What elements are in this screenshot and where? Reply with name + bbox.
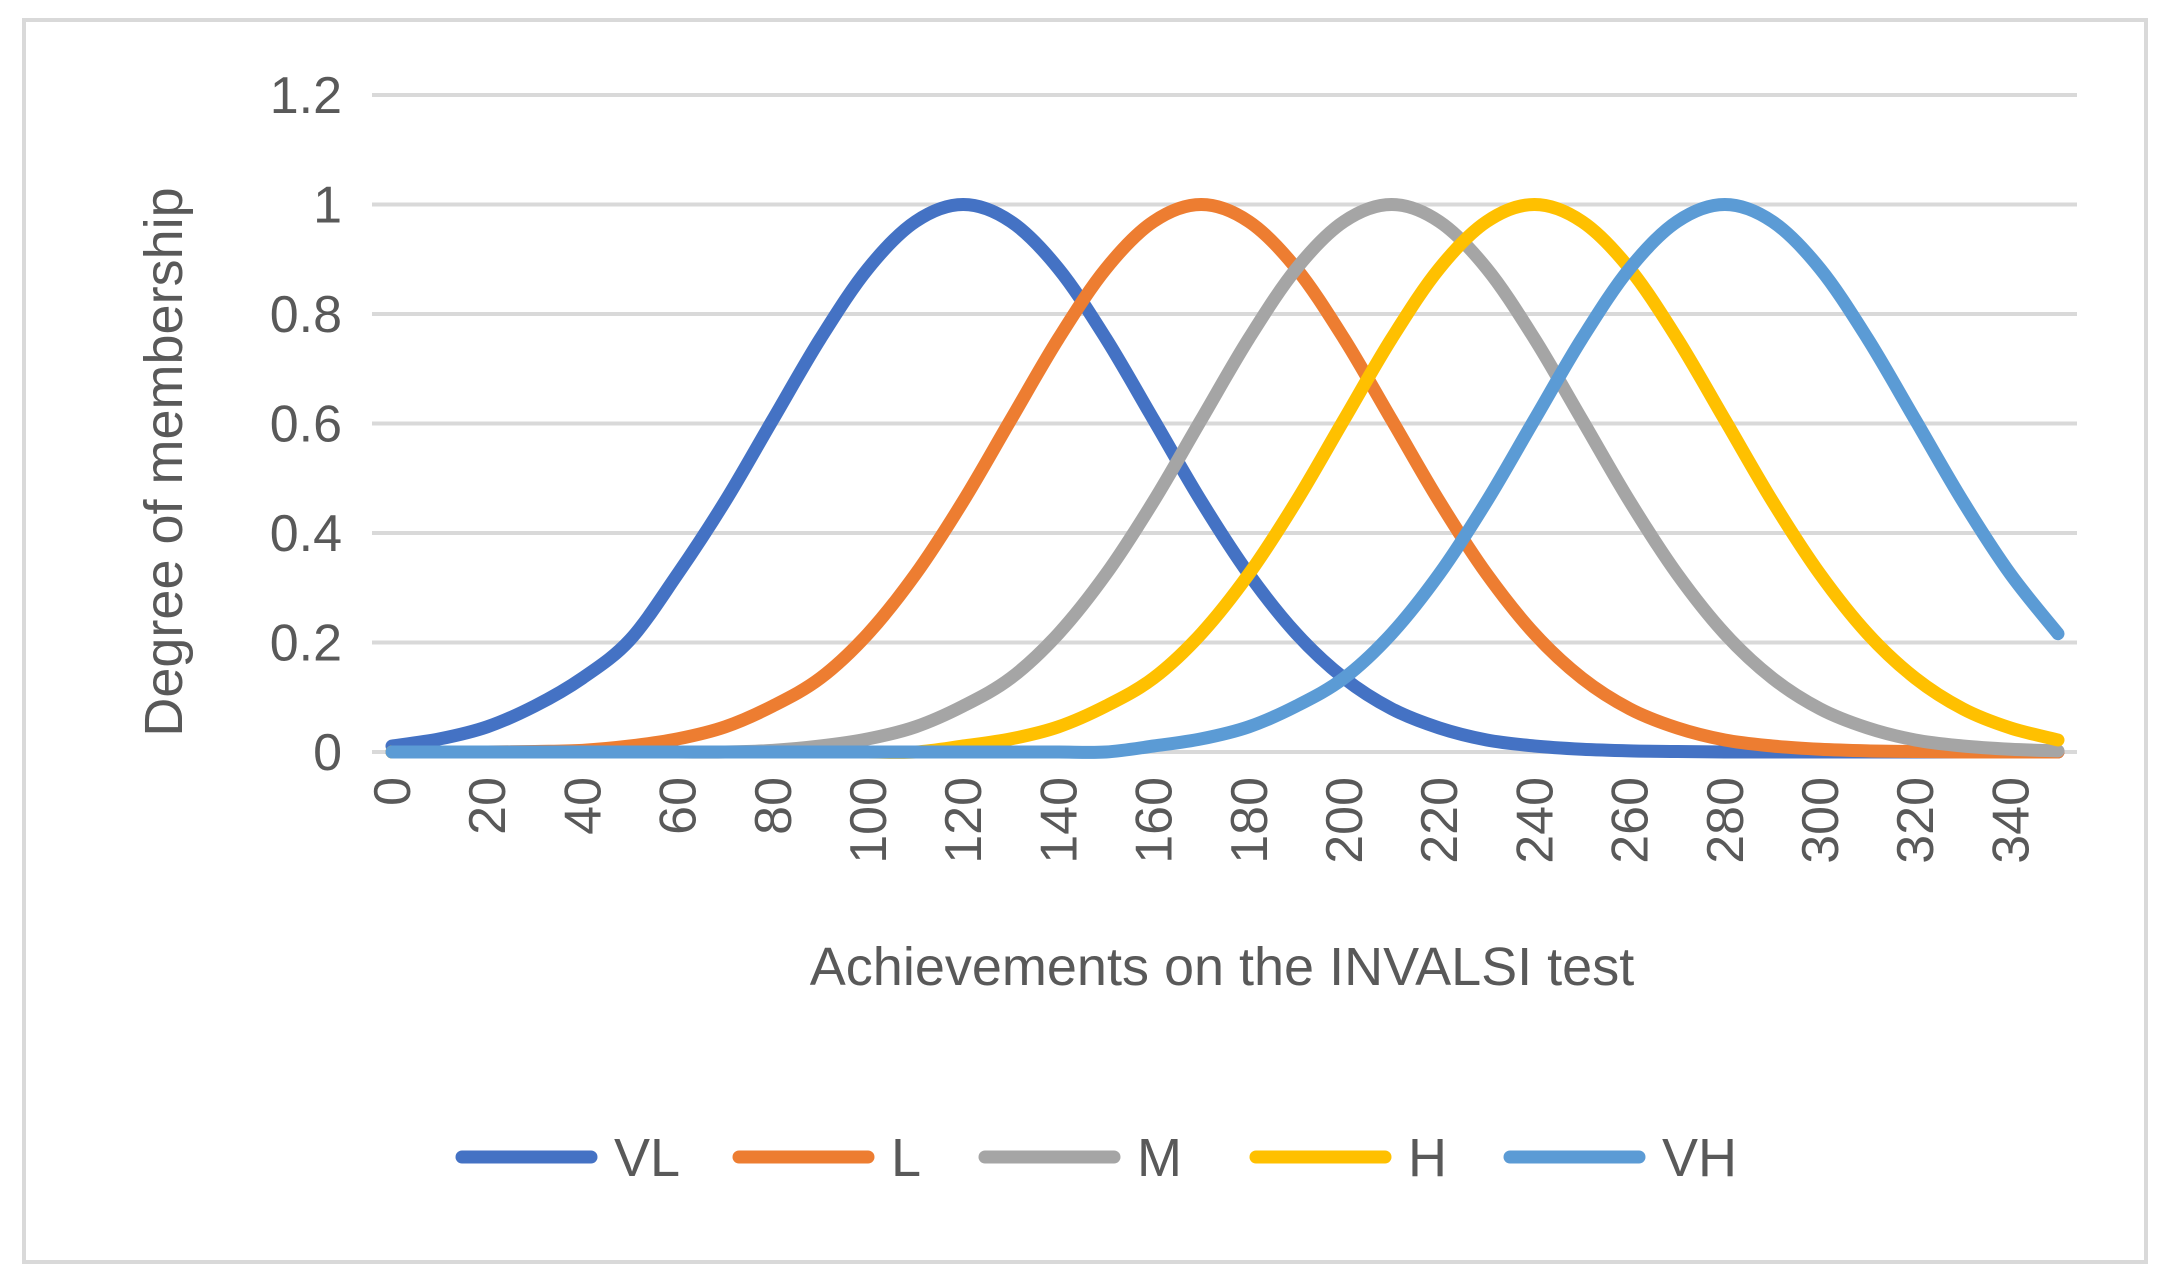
- series-line-m: [385, 198, 2065, 759]
- x-tick-label-220: 220: [1411, 777, 1469, 864]
- y-tick-label-0.2: 0.2: [270, 615, 342, 673]
- y-axis-title: Degree of membership: [134, 187, 194, 736]
- x-tick-label-340: 340: [1982, 777, 2040, 864]
- y-axis-ticks: 0 0.2 0.4 0.6 0.8 1 1.2: [270, 67, 342, 782]
- y-tick-label-0.6: 0.6: [270, 396, 342, 454]
- x-tick-label-80: 80: [745, 777, 803, 835]
- y-tick-label-0.8: 0.8: [270, 286, 342, 344]
- x-tick-label-240: 240: [1506, 777, 1564, 864]
- series-line-h: [385, 198, 2065, 759]
- legend-label-l: L: [891, 1128, 921, 1188]
- plot-area: [385, 198, 2065, 759]
- x-tick-label-100: 100: [840, 777, 898, 864]
- y-tick-label-0.4: 0.4: [270, 505, 342, 563]
- x-tick-label-180: 180: [1221, 777, 1279, 864]
- x-tick-label-300: 300: [1792, 777, 1850, 864]
- x-tick-label-60: 60: [650, 777, 708, 835]
- x-tick-label-200: 200: [1316, 777, 1374, 864]
- x-tick-label-120: 120: [935, 777, 993, 864]
- y-tick-label-0: 0: [313, 724, 342, 782]
- x-tick-label-160: 160: [1126, 777, 1184, 864]
- x-axis-title: Achievements on the INVALSI test: [810, 937, 1634, 997]
- x-tick-label-260: 260: [1602, 777, 1660, 864]
- x-tick-label-280: 280: [1697, 777, 1755, 864]
- x-tick-label-20: 20: [459, 777, 517, 835]
- legend-label-h: H: [1408, 1128, 1447, 1188]
- legend: VL L M H VH: [455, 1128, 1737, 1188]
- series-line-vh: [385, 198, 2065, 759]
- x-tick-label-140: 140: [1030, 777, 1088, 864]
- x-tick-label-320: 320: [1887, 777, 1945, 864]
- series-line-l: [385, 198, 2065, 759]
- y-tick-label-1: 1: [313, 177, 342, 235]
- legend-label-vh: VH: [1662, 1128, 1737, 1188]
- x-axis-ticks: 0 20 40 60 80 100 120 140 160 180 200 220 240 260 280 3…: [364, 777, 2040, 864]
- x-tick-label-40: 40: [554, 777, 612, 835]
- y-tick-label-1.2: 1.2: [270, 67, 342, 125]
- series-line-vl: [385, 198, 2065, 759]
- legend-label-vl: VL: [614, 1128, 680, 1188]
- x-tick-label-0: 0: [364, 777, 422, 806]
- legend-label-m: M: [1137, 1128, 1182, 1188]
